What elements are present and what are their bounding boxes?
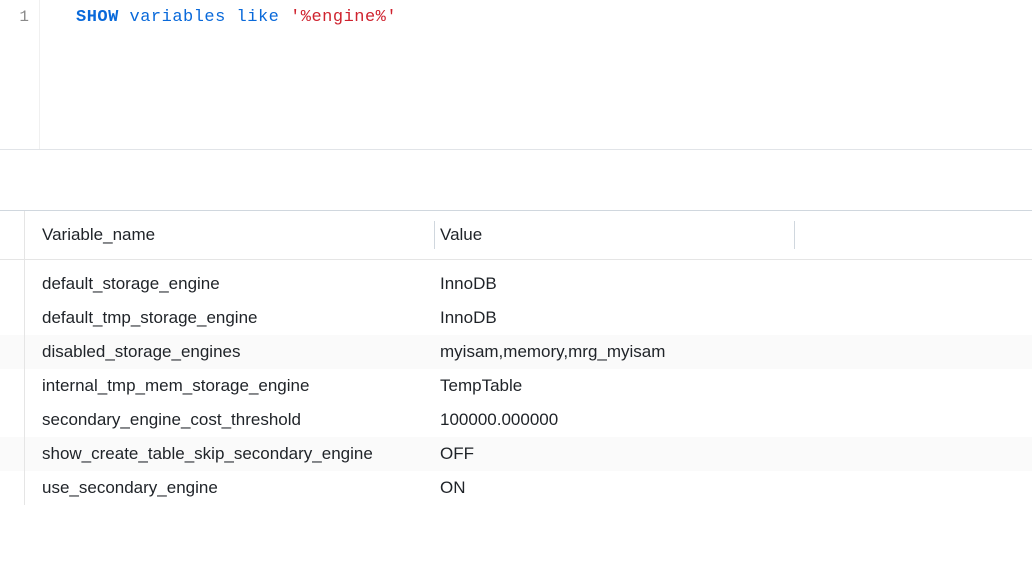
column-header-variable-name[interactable]: Variable_name bbox=[0, 211, 440, 260]
column-header-value[interactable]: Value bbox=[440, 211, 800, 260]
cell-value: InnoDB bbox=[440, 260, 800, 302]
cell-value: myisam,memory,mrg_myisam bbox=[440, 335, 800, 369]
table-row[interactable]: default_tmp_storage_engine InnoDB bbox=[0, 301, 1032, 335]
table-row[interactable]: internal_tmp_mem_storage_engine TempTabl… bbox=[0, 369, 1032, 403]
table-row[interactable]: default_storage_engine InnoDB bbox=[0, 260, 1032, 302]
sql-editor-pane: 1 SHOW variables like '%engine%' bbox=[0, 0, 1032, 150]
sql-token-keyword: variables bbox=[130, 8, 226, 27]
results-table: Variable_name Value default_storage_engi… bbox=[0, 211, 1032, 505]
cell-variable-name: default_tmp_storage_engine bbox=[0, 301, 440, 335]
sql-token-keyword: SHOW bbox=[76, 8, 119, 27]
cell-value: ON bbox=[440, 471, 800, 505]
table-row[interactable]: secondary_engine_cost_threshold 100000.0… bbox=[0, 403, 1032, 437]
cell-variable-name: secondary_engine_cost_threshold bbox=[0, 403, 440, 437]
cell-variable-name: disabled_storage_engines bbox=[0, 335, 440, 369]
sql-token-string: '%engine%' bbox=[290, 8, 397, 27]
cell-value: InnoDB bbox=[440, 301, 800, 335]
cell-variable-name: default_storage_engine bbox=[0, 260, 440, 302]
results-body: default_storage_engine InnoDB default_tm… bbox=[0, 260, 1032, 506]
cell-variable-name: show_create_table_skip_secondary_engine bbox=[0, 437, 440, 471]
column-header-label: Variable_name bbox=[42, 225, 155, 244]
sql-token-keyword: like bbox=[237, 8, 280, 27]
cell-value: OFF bbox=[440, 437, 800, 471]
sql-code-area[interactable]: SHOW variables like '%engine%' bbox=[40, 0, 1032, 149]
column-header-label: Value bbox=[440, 225, 482, 244]
cell-value: 100000.000000 bbox=[440, 403, 800, 437]
table-row[interactable]: use_secondary_engine ON bbox=[0, 471, 1032, 505]
cell-value: TempTable bbox=[440, 369, 800, 403]
table-row[interactable]: show_create_table_skip_secondary_engine … bbox=[0, 437, 1032, 471]
line-number: 1 bbox=[0, 8, 29, 26]
cell-variable-name: use_secondary_engine bbox=[0, 471, 440, 505]
editor-gutter: 1 bbox=[0, 0, 40, 149]
column-divider-icon[interactable] bbox=[434, 221, 435, 249]
cell-variable-name: internal_tmp_mem_storage_engine bbox=[0, 369, 440, 403]
column-header-pad bbox=[800, 211, 1032, 260]
column-divider-icon[interactable] bbox=[794, 221, 795, 249]
results-pane: Variable_name Value default_storage_engi… bbox=[0, 210, 1032, 505]
pane-gap bbox=[0, 150, 1032, 210]
results-header-row: Variable_name Value bbox=[0, 211, 1032, 260]
table-row[interactable]: disabled_storage_engines myisam,memory,m… bbox=[0, 335, 1032, 369]
